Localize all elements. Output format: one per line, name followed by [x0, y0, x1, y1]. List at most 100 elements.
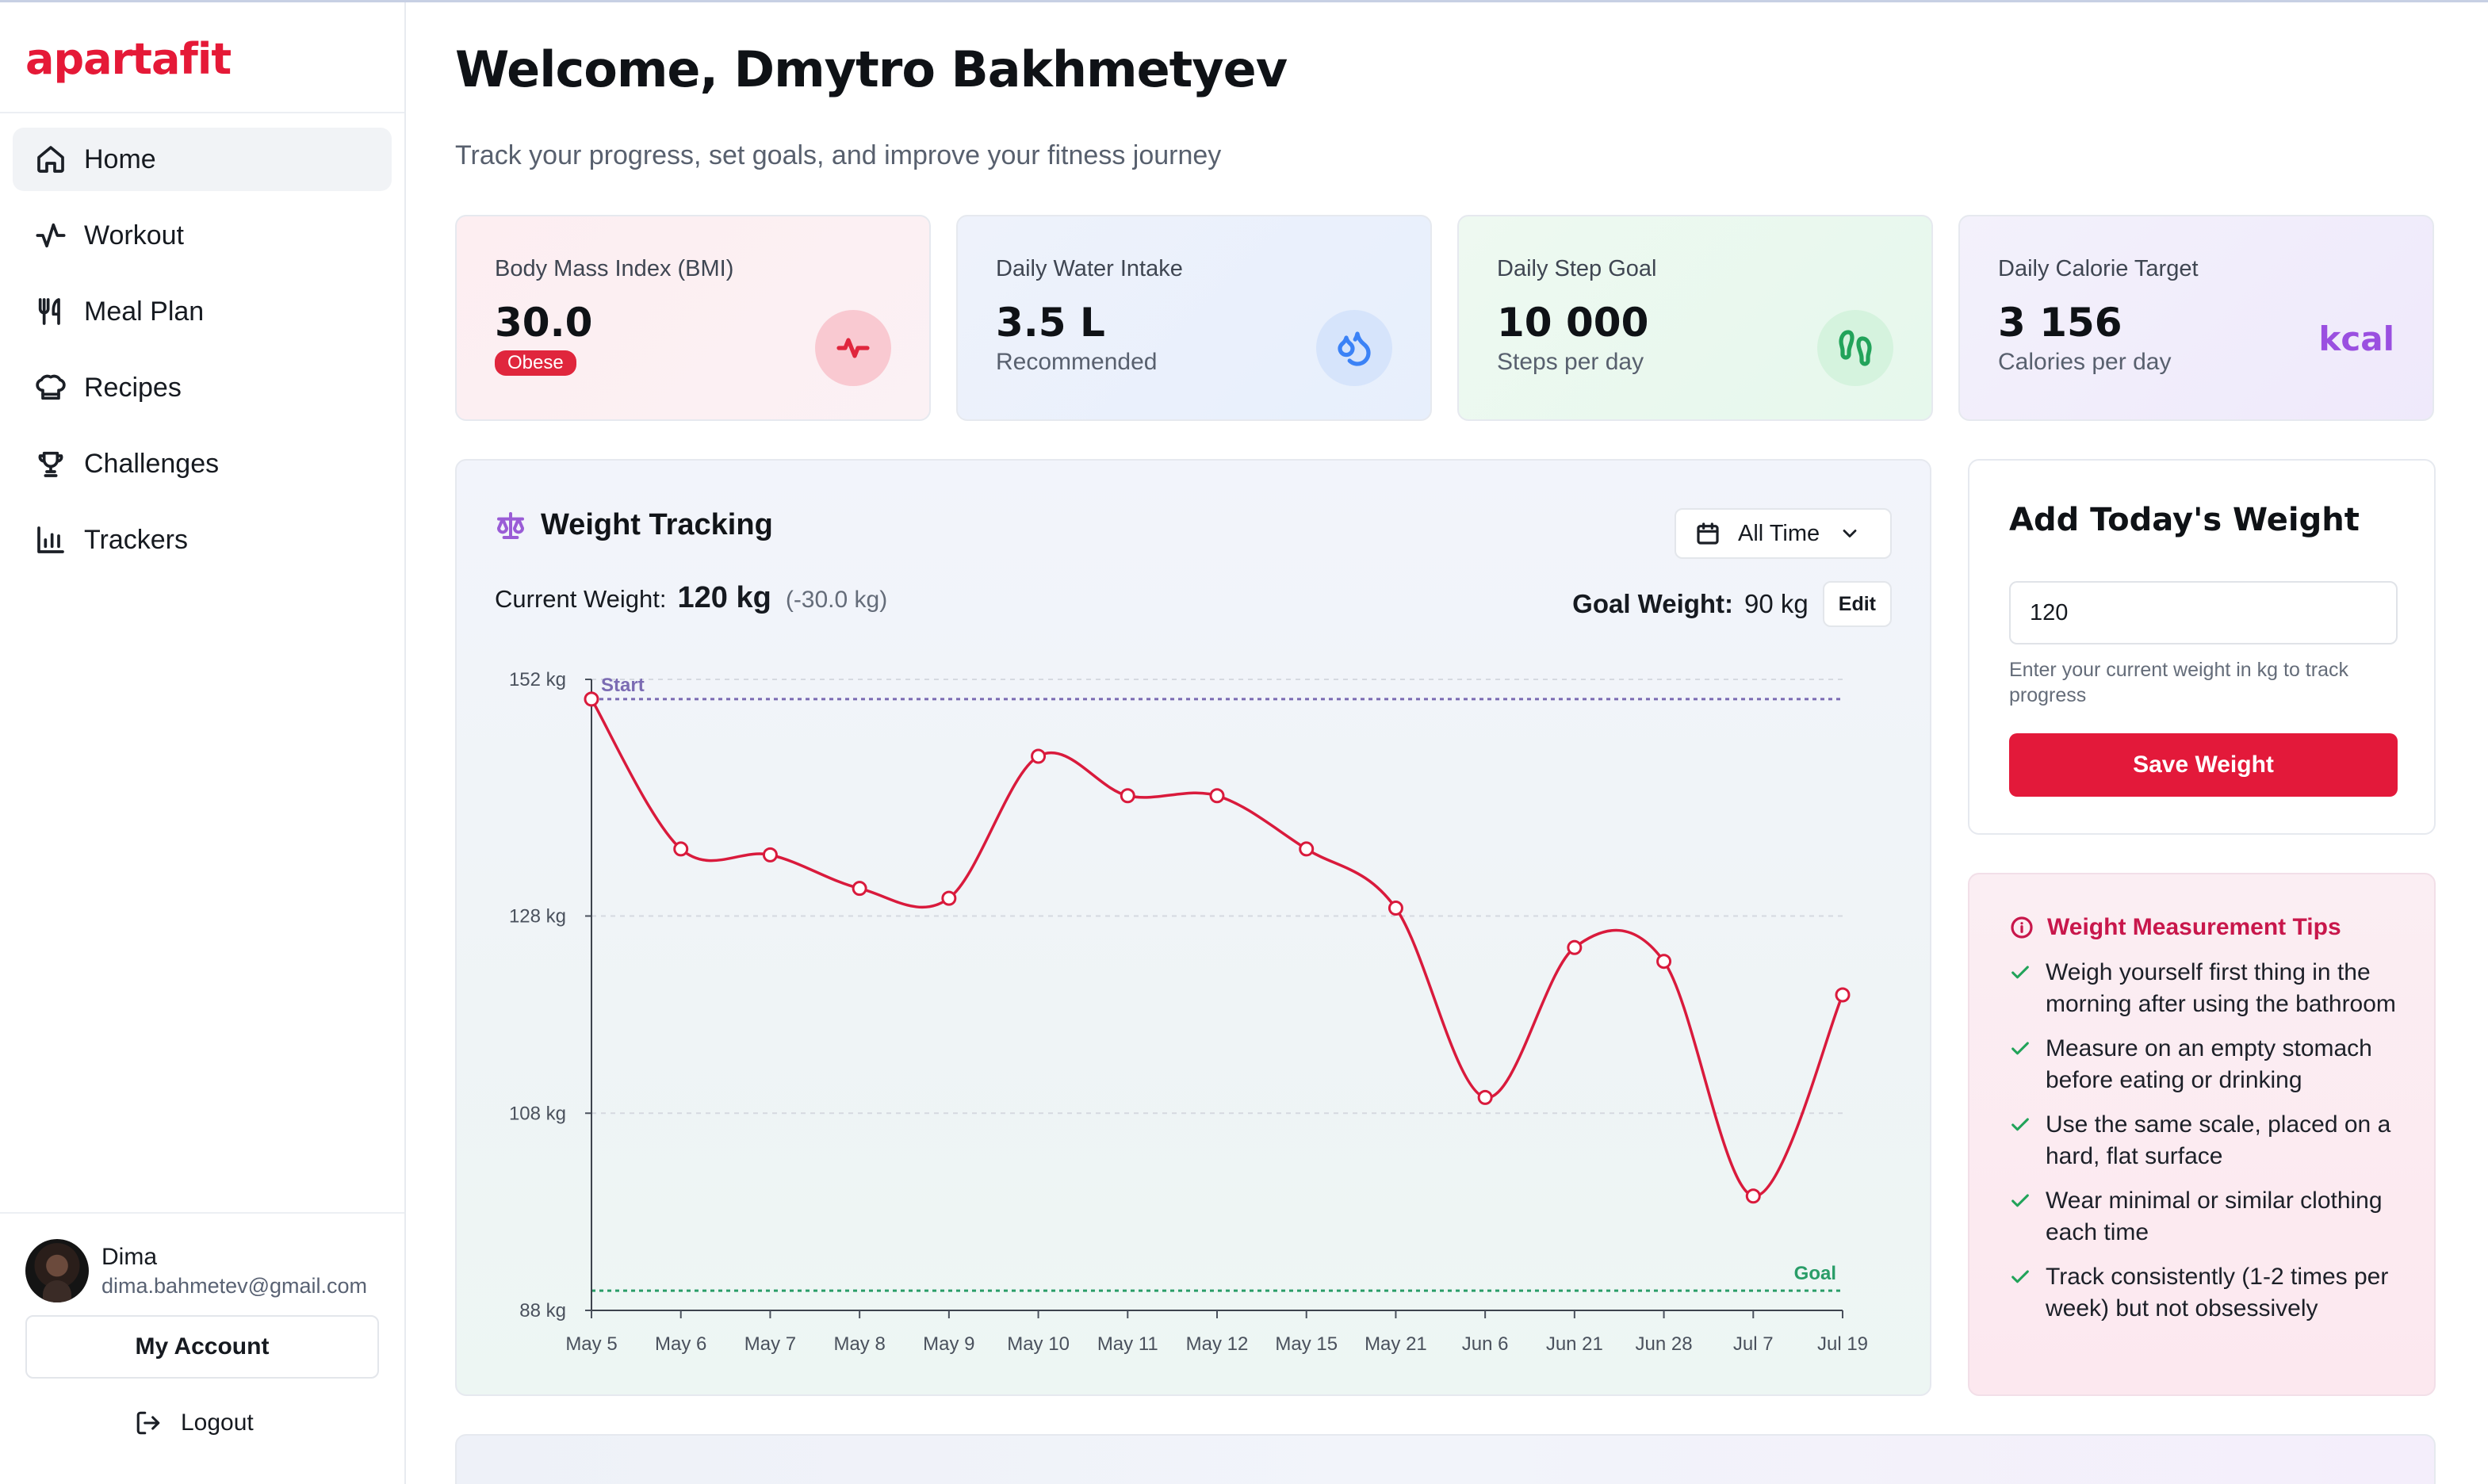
x-tick-label: May 15 — [1275, 1333, 1338, 1355]
x-tick-label: May 5 — [565, 1333, 617, 1355]
stat-card-steps: Daily Step Goal 10 000 Steps per day — [1457, 215, 1933, 421]
check-icon — [2011, 966, 2029, 979]
weight-input-help: Enter your current weight in kg to track… — [2009, 659, 2348, 706]
stat-card-calories: Daily Calorie Target 3 156 Calories per … — [1958, 215, 2434, 421]
app-logo[interactable]: apartafit — [25, 34, 232, 84]
sidebar-item-label: Home — [84, 143, 156, 174]
weight-data-point — [1120, 788, 1135, 804]
goal-weight: Goal Weight: 90 kg Edit — [1572, 581, 1892, 627]
utensils-icon — [33, 294, 68, 329]
list-item: Track consistently (1-2 times per week) … — [2009, 1261, 2421, 1325]
stat-value: 30.0 — [495, 300, 593, 346]
droplets-icon — [1316, 310, 1392, 386]
stat-card-bmi: Body Mass Index (BMI) 30.0 Obese — [455, 215, 931, 421]
x-tick-label: Jul 7 — [1733, 1333, 1774, 1355]
weight-data-point — [1567, 939, 1583, 955]
scale-icon — [497, 511, 524, 539]
calendar-icon — [1697, 522, 1719, 545]
sidebar-item-label: Recipes — [84, 372, 182, 403]
save-weight-button[interactable]: Save Weight — [2009, 733, 2398, 797]
y-tick-label: 108 kg — [509, 1103, 566, 1124]
chef-hat-icon — [33, 370, 68, 405]
sidebar-item-label: Trackers — [84, 524, 188, 555]
tip-text: Wear minimal or similar clothing each ti… — [2046, 1188, 2383, 1245]
y-tick-label: 88 kg — [519, 1300, 566, 1321]
sidebar-item-label: Meal Plan — [84, 296, 205, 327]
weight-data-point — [1656, 954, 1672, 970]
tips-title: Weight Measurement Tips — [2009, 914, 2341, 941]
stat-value: 3.5 L — [996, 300, 1105, 346]
weight-data-point — [673, 841, 689, 857]
list-item: Measure on an empty stomach before eatin… — [2009, 1033, 2421, 1096]
x-tick-label: Jun 28 — [1636, 1333, 1693, 1355]
logout-button[interactable]: Logout — [135, 1401, 254, 1445]
weight-data-point — [762, 847, 778, 862]
tip-text: Use the same scale, placed on a hard, fl… — [2046, 1111, 2391, 1169]
tip-text: Weigh yourself first thing in the mornin… — [2046, 959, 2396, 1017]
weight-chart: 152 kg 128 kg 108 kg 88 kg May 5 May 6 May 7 Ma… — [509, 669, 1868, 1355]
sidebar-item-challenges[interactable]: Challenges — [13, 432, 392, 495]
y-tick-label: 152 kg — [509, 669, 566, 690]
info-icon — [2011, 916, 2033, 939]
sidebar-item-label: Challenges — [84, 448, 220, 479]
weight-tracking-title-text: Weight Tracking — [541, 508, 773, 541]
x-tick-label: May 12 — [1186, 1333, 1249, 1355]
add-weight-title: Add Today's Weight — [2009, 502, 2360, 538]
current-weight: Current Weight: 120 kg (-30.0 kg) — [495, 581, 887, 615]
bar-chart-icon — [33, 522, 68, 557]
sidebar-item-trackers[interactable]: Trackers — [13, 508, 392, 572]
y-tick-label: 128 kg — [509, 906, 566, 928]
logout-icon — [136, 1411, 160, 1435]
weight-data-point — [1745, 1188, 1761, 1204]
my-account-button[interactable]: My Account — [25, 1315, 379, 1379]
range-select[interactable]: All Time — [1675, 508, 1892, 559]
add-weight-card: Add Today's Weight Enter your current we… — [1968, 459, 2436, 835]
avatar[interactable] — [25, 1239, 89, 1302]
x-tick-label: May 11 — [1097, 1333, 1158, 1355]
list-item: Weigh yourself first thing in the mornin… — [2009, 957, 2421, 1020]
tip-text: Measure on an empty stomach before eatin… — [2046, 1035, 2372, 1093]
weight-data-point — [1835, 987, 1851, 1003]
stat-label: Daily Calorie Target — [1998, 256, 2199, 281]
x-tick-label: May 7 — [744, 1333, 796, 1355]
sidebar-item-home[interactable]: Home — [13, 128, 392, 191]
x-tick-label: May 6 — [655, 1333, 706, 1355]
sidebar-item-meal-plan[interactable]: Meal Plan — [13, 280, 392, 343]
weight-input[interactable] — [2009, 581, 2398, 644]
sidebar-item-recipes[interactable]: Recipes — [13, 356, 392, 419]
stat-label: Body Mass Index (BMI) — [495, 256, 734, 281]
goal-weight-label: Goal Weight: — [1572, 589, 1734, 618]
check-icon — [2011, 1042, 2029, 1055]
weight-data-point — [852, 881, 867, 897]
trophy-icon — [33, 446, 68, 481]
sidebar-nav: Home Workout Meal Plan Recipes — [13, 128, 392, 584]
x-tick-label: May 8 — [833, 1333, 885, 1355]
sidebar-item-label: Workout — [84, 220, 184, 251]
edit-goal-button[interactable]: Edit — [1822, 581, 1892, 627]
current-weight-label: Current Weight: — [495, 585, 667, 613]
kcal-unit: kcal — [2318, 319, 2394, 358]
heart-pulse-icon — [815, 310, 891, 386]
x-tick-label: May 9 — [923, 1333, 974, 1355]
home-icon — [33, 142, 68, 177]
sidebar-item-workout[interactable]: Workout — [13, 204, 392, 267]
x-tick-label: Jul 19 — [1817, 1333, 1868, 1355]
stat-value: 3 156 — [1998, 300, 2122, 346]
weight-tracking-card: 152 kg 128 kg 108 kg 88 kg May 5 May 6 May 7 Ma… — [455, 459, 1931, 1396]
x-tick-label: May 21 — [1365, 1333, 1427, 1355]
x-tick-label: Jun 6 — [1462, 1333, 1509, 1355]
check-icon — [2011, 1194, 2029, 1207]
page-title: Welcome, Dmytro Bakhmetyev — [455, 40, 1288, 98]
x-tick-label: May 10 — [1007, 1333, 1070, 1355]
weight-series-line — [590, 698, 1844, 1198]
check-icon — [2011, 1270, 2029, 1283]
activity-icon — [33, 218, 68, 253]
user-name: Dima — [101, 1244, 158, 1270]
stat-sub: Steps per day — [1497, 349, 1644, 375]
stat-label: Daily Step Goal — [1497, 256, 1657, 281]
sidebar-divider — [0, 112, 404, 113]
check-icon — [2011, 1118, 2029, 1131]
tips-title-text: Weight Measurement Tips — [2047, 914, 2341, 940]
weight-data-point — [1388, 901, 1403, 916]
weight-data-point — [584, 691, 599, 707]
